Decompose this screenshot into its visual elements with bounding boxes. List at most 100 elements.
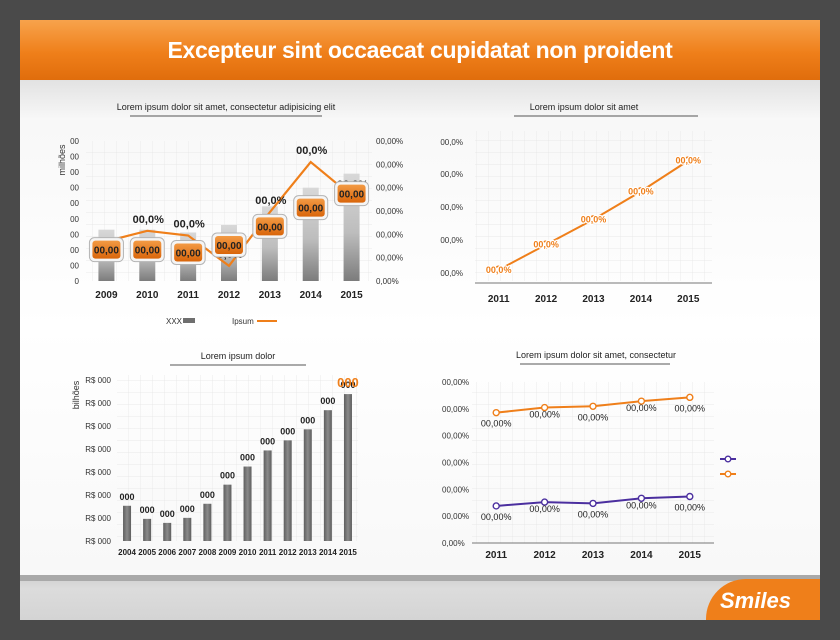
chart-1-title: Lorem ipsum dolor sit amet, consectetur … — [117, 102, 336, 112]
chart-4-point-purple — [492, 502, 500, 510]
chart-2-title: Lorem ipsum dolor sit amet — [530, 102, 639, 112]
chart-3-bar-label: 000 — [120, 492, 135, 502]
chart-1-bar-label: 00,00 — [257, 222, 282, 233]
chart-1-badge — [296, 198, 325, 217]
chart-4-xtick: 2012 — [533, 550, 556, 561]
chart-3-bar — [163, 522, 172, 541]
chart-3-bar — [263, 450, 272, 541]
chart-1-badge — [337, 184, 366, 203]
chart-3-bar: Lorem ipsum dolor bilhões R$ 000 R$ 000 R$ 0… — [71, 351, 359, 557]
chart-1-y2tick: 00,00% — [376, 184, 403, 193]
chart-1-ytick: 00 — [70, 246, 79, 255]
chart-3-xtick: 2011 — [259, 548, 277, 557]
chart-4-legend-purple-marker — [724, 455, 732, 463]
chart-2-xtick: 2013 — [582, 294, 605, 305]
chart-4-point-orange — [637, 397, 646, 405]
chart-2-xtick: 2014 — [630, 294, 653, 305]
chart-1-line-label: 00,0% — [255, 195, 286, 207]
chart-1-ytick: 0 — [75, 277, 80, 286]
chart-2-point-label: 00,0% — [486, 265, 512, 275]
chart-4-ytick: 00,00% — [442, 405, 469, 414]
chart-2-xtick: 2012 — [535, 294, 558, 305]
chart-3-bar — [323, 410, 332, 541]
chart-2-xtick: 2015 — [677, 294, 700, 305]
chart-1-xtick: 2013 — [259, 290, 282, 301]
chart-3-bar-label: 000 — [180, 504, 195, 514]
chart-2-ytick: 00,0% — [440, 269, 463, 278]
chart-1-y2tick: 00,00% — [376, 160, 403, 169]
chart-4-point-label: 00,00% — [578, 412, 609, 422]
chart-3-bar-label: 000 — [340, 380, 355, 390]
chart-1-badge — [215, 236, 243, 254]
chart-1-bar-label: 00,00 — [298, 204, 323, 215]
chart-3-grid — [117, 375, 358, 541]
chart-3-bar-label: 000 — [220, 471, 235, 481]
chart-4-point-orange — [540, 403, 549, 412]
chart-3-bar — [283, 440, 292, 541]
chart-1-ytick: 00 — [70, 261, 79, 270]
chart-3-ytick: R$ 000 — [85, 445, 111, 454]
chart-3-bar — [223, 484, 232, 541]
chart-3-xtick: 2012 — [279, 548, 297, 557]
chart-1-line — [106, 160, 353, 268]
chart-1-y2tick: 00,00% — [376, 230, 403, 239]
chart-4-ytick: 00,00% — [442, 485, 469, 494]
chart-2-line: Lorem ipsum dolor sit amet 00,0% 00,0% 00,0… — [440, 102, 712, 305]
chart-1-bar-line: Lorem ipsum dolor sit amet, consectetur … — [57, 102, 403, 326]
chart-1-bar-label: 00,00 — [135, 246, 160, 257]
chart-1-badge — [174, 243, 203, 262]
chart-3-xtick: 2006 — [158, 548, 176, 557]
chart-4-xtick: 2014 — [630, 550, 653, 561]
chart-1-badge — [255, 217, 284, 236]
chart-1-ytick: 00 — [70, 153, 79, 162]
chart-1-bar-label: 00,00 — [339, 190, 364, 201]
chart-3-xtick: 2008 — [198, 548, 216, 557]
chart-3-ytick: R$ 000 — [85, 514, 111, 523]
chart-1-ytick: 00 — [70, 168, 79, 177]
chart-1-xtick: 2009 — [95, 290, 118, 301]
smiles-logo: Smiles — [720, 588, 791, 613]
chart-4-point-label: 00,00% — [675, 502, 706, 512]
chart-4-point-purple — [540, 498, 549, 506]
chart-1-y2tick: 00,00% — [376, 137, 403, 146]
chart-2-point — [541, 240, 551, 249]
chart-4-xtick: 2015 — [679, 550, 702, 561]
chart-2-ytick: 00,0% — [440, 138, 463, 147]
chart-3-bar-label: 000 — [300, 415, 315, 425]
chart-4-title: Lorem ipsum dolor sit amet, consectetur — [516, 350, 676, 360]
chart-1-y2tick: 00,00% — [376, 207, 403, 216]
chart-1-line-label: 00,0% — [174, 219, 205, 231]
chart-1-ytick: 00 — [70, 137, 79, 146]
chart-3-ytick: R$ 000 — [85, 491, 111, 500]
chart-3-ytick: R$ 000 — [85, 399, 111, 408]
chart-3-bar-label: 000 — [240, 453, 255, 463]
chart-1-xtick: 2011 — [177, 290, 199, 301]
chart-2-ytick: 00,0% — [440, 203, 463, 212]
chart-2-point-label: 00,0% — [676, 156, 702, 166]
chart-2-point — [494, 265, 503, 275]
chart-3-highlight-label: 000 — [337, 375, 359, 390]
chart-3-bar — [243, 466, 252, 541]
chart-3-ytick: R$ 000 — [85, 376, 111, 385]
chart-3-title: Lorem ipsum dolor — [201, 351, 276, 361]
chart-4-legend-orange-marker — [724, 470, 732, 478]
chart-3-bar — [343, 394, 352, 541]
chart-4-ytick: 00,00% — [442, 459, 469, 468]
chart-2-ytick: 00,0% — [440, 170, 463, 179]
chart-4-point-label: 00,00% — [626, 403, 657, 413]
chart-4-point-orange — [686, 393, 694, 402]
chart-1-ytick: 00 — [70, 215, 79, 224]
chart-3-xtick: 2013 — [299, 548, 317, 557]
chart-3-bar-label: 000 — [260, 436, 275, 446]
chart-1-ytick: 00 — [70, 199, 79, 208]
chart-1-xtick: 2010 — [136, 290, 159, 301]
chart-4-point-label: 00,00% — [578, 509, 609, 519]
chart-3-xtick: 2014 — [319, 548, 337, 557]
chart-4-point-label: 00,00% — [675, 403, 706, 413]
chart-3-bar — [143, 518, 152, 541]
chart-4-point-purple — [686, 492, 694, 501]
chart-4-point-label: 00,00% — [481, 512, 512, 522]
chart-3-xtick: 2004 — [118, 548, 136, 557]
chart-4-point-purple — [589, 499, 597, 508]
chart-3-bar — [303, 429, 312, 541]
